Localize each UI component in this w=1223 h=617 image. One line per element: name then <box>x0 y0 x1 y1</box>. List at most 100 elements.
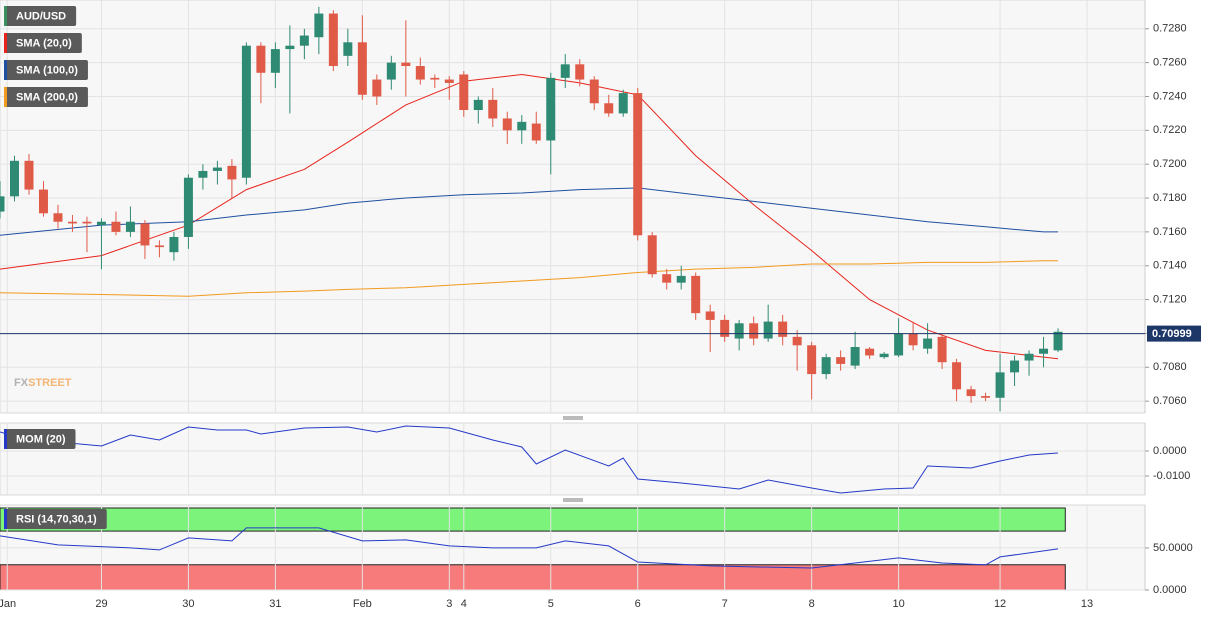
candle-body <box>444 79 454 83</box>
legend-label: SMA (200,0) <box>16 91 78 103</box>
candle-body <box>38 189 48 214</box>
candle-body <box>256 45 266 73</box>
candle-body <box>270 49 280 73</box>
candle-body <box>67 221 77 224</box>
y-tick-label: 0.7200 <box>1153 158 1187 170</box>
candle-body <box>111 221 121 232</box>
x-tick-label: 5 <box>548 598 554 610</box>
sma-line <box>0 187 1058 236</box>
candle-body <box>691 275 701 314</box>
candle-body <box>633 93 643 236</box>
candle-body <box>1053 331 1063 351</box>
legend-swatch <box>4 87 7 107</box>
candle-body <box>401 62 411 67</box>
x-tick-label: 3 <box>446 598 452 610</box>
candle-body <box>720 319 730 337</box>
candle-body <box>662 274 672 283</box>
y-tick-label: 0.0000 <box>1153 445 1187 457</box>
x-tick-label: 6 <box>635 598 641 610</box>
candle-body <box>749 323 759 339</box>
sma-line <box>0 260 1058 297</box>
candle-body <box>154 245 164 248</box>
last-price-label: 0.70999 <box>1152 328 1192 340</box>
candle-body <box>53 213 63 222</box>
legend-label: AUD/USD <box>16 10 66 22</box>
x-tick-label: 7 <box>722 598 728 610</box>
candle-body <box>531 123 541 141</box>
legend-box <box>4 509 107 529</box>
candle-body <box>96 221 106 226</box>
candle-body <box>241 45 251 178</box>
candle-body <box>386 62 396 80</box>
y-tick-label: 0.7180 <box>1153 192 1187 204</box>
candle-body <box>763 321 773 339</box>
panel-resize-handle[interactable] <box>563 416 583 420</box>
y-tick-label: 0.0000 <box>1153 584 1187 596</box>
legend-item: SMA (20,0) <box>4 33 82 53</box>
legend-swatch <box>4 429 7 449</box>
legend-swatch <box>4 6 7 26</box>
legend-item: SMA (100,0) <box>4 60 88 80</box>
x-tick-label: 4 <box>461 598 467 610</box>
x-tick-label: 13 <box>1081 598 1093 610</box>
candle-body <box>24 160 34 190</box>
candle-body <box>995 372 1005 398</box>
legend-item: MOM (20) <box>4 429 76 449</box>
candle-body <box>227 165 237 180</box>
candle-body <box>473 99 483 111</box>
x-tick-label: 29 <box>95 598 107 610</box>
candle-body <box>966 389 976 397</box>
panel-background <box>0 0 1146 414</box>
legend-box <box>4 87 88 107</box>
candle-body <box>908 333 918 346</box>
candle-body <box>560 64 570 78</box>
candle-body <box>357 42 367 95</box>
candle-body <box>589 79 599 104</box>
candle-body <box>198 170 208 178</box>
watermark-part: FX <box>14 377 29 389</box>
candle-body <box>502 118 512 131</box>
legend-box <box>4 33 82 53</box>
legend-label: SMA (20,0) <box>16 37 72 49</box>
legend-item: AUD/USD <box>4 6 77 26</box>
candle-body <box>82 221 92 224</box>
x-tick-label: 30 <box>182 598 194 610</box>
candle-body <box>415 66 425 80</box>
candle-body <box>328 13 338 67</box>
legend-swatch <box>4 33 7 53</box>
candle-body <box>343 42 353 56</box>
y-tick-label: 0.7060 <box>1153 395 1187 407</box>
x-tick-label: Jan <box>0 598 16 610</box>
candle-body <box>1010 360 1020 373</box>
legend-item: SMA (200,0) <box>4 87 88 107</box>
x-tick-label: 31 <box>269 598 281 610</box>
candle-body <box>299 35 309 46</box>
legend-box <box>4 6 77 26</box>
candle-body <box>821 357 831 375</box>
overbought-band <box>0 507 1066 532</box>
y-tick-label: 50.0000 <box>1153 542 1193 554</box>
candle-body <box>705 311 715 320</box>
oversold-band <box>0 564 1066 591</box>
candle-body <box>140 223 150 246</box>
y-tick-label: 0.7240 <box>1153 90 1187 102</box>
candle-body <box>604 103 614 114</box>
candle-body <box>778 321 788 337</box>
candle-body <box>850 346 860 366</box>
candle-body <box>807 345 817 375</box>
candle-body <box>618 93 628 114</box>
indicator-line <box>0 425 1059 494</box>
candle-body <box>734 323 744 339</box>
candle-body <box>183 177 193 237</box>
legend-label: SMA (100,0) <box>16 64 78 76</box>
panel-resize-handle[interactable] <box>563 498 583 502</box>
watermark: FXSTREET <box>14 377 72 389</box>
candle-body <box>0 196 5 212</box>
candle-body <box>10 160 19 197</box>
candle-body <box>647 235 657 275</box>
y-tick-label: 0.7120 <box>1153 294 1187 306</box>
candle-body <box>952 362 962 390</box>
candle-body <box>923 338 933 349</box>
y-tick-label: 0.7260 <box>1153 57 1187 69</box>
